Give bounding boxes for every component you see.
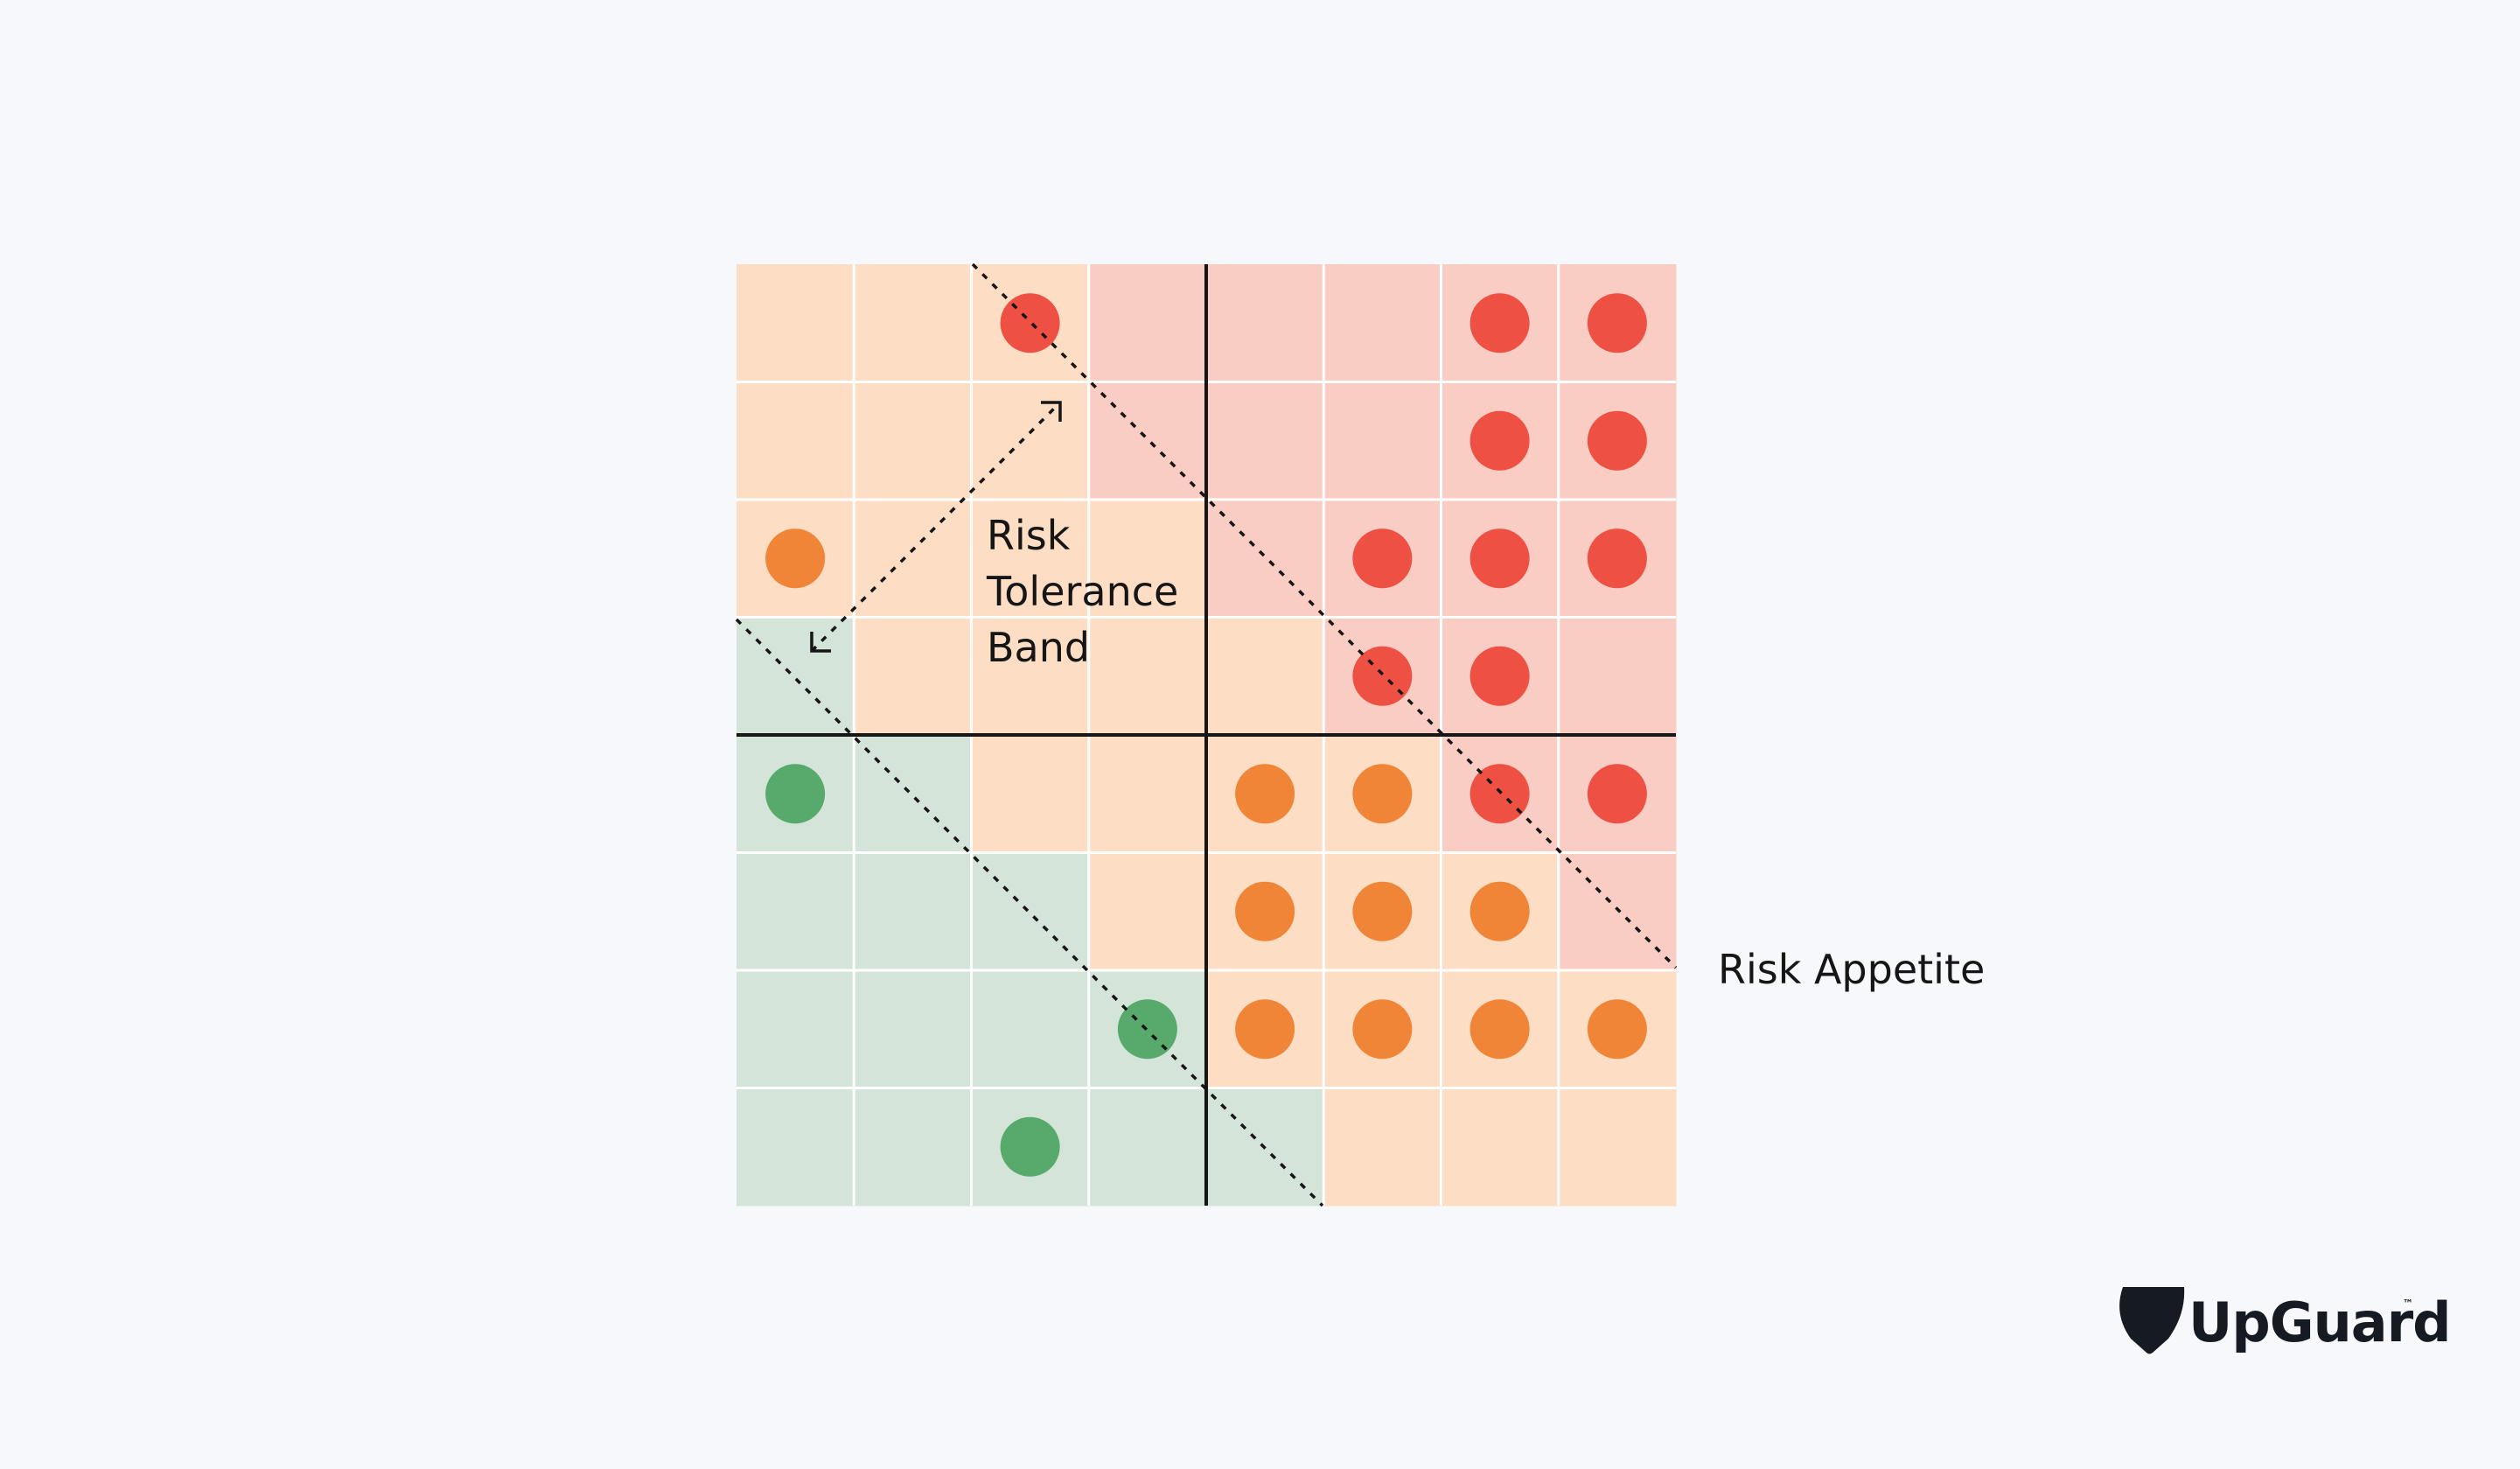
orange-zone-cell	[1558, 1088, 1677, 1207]
orange-zone-cell	[971, 735, 1090, 853]
brand-name: UpGuard	[2188, 1291, 2451, 1354]
green-zone-cell	[736, 1088, 855, 1207]
orange-risk-dot	[1235, 999, 1295, 1060]
red-risk-dot	[1000, 293, 1060, 353]
orange-zone-cell	[1088, 617, 1207, 736]
center-axes	[736, 264, 1676, 1206]
tolerance-band-label: Risk Tolerance Band	[986, 512, 1191, 671]
red-zone-cell	[1323, 264, 1441, 382]
green-zone-cell	[1088, 1088, 1207, 1207]
risk-zone-cells	[736, 264, 1677, 1207]
green-zone-cell	[971, 852, 1090, 971]
red-zone-cell	[1206, 264, 1324, 382]
green-zone-cell	[971, 970, 1090, 1088]
red-zone-cell	[1558, 852, 1677, 971]
red-risk-dot	[1587, 410, 1647, 471]
green-zone-cell	[854, 1088, 972, 1207]
double-headed-arrow-icon	[810, 401, 1062, 653]
tolerance-band-label-line-3: Band	[987, 624, 1090, 671]
orange-zone-cell	[854, 617, 972, 736]
tolerance-band-label-line-2: Tolerance	[986, 568, 1178, 615]
green-zone-cell	[854, 852, 972, 971]
red-zone-cell	[1323, 381, 1441, 500]
orange-risk-dot	[1235, 764, 1295, 824]
red-risk-dot	[1469, 293, 1530, 353]
orange-risk-dot	[1235, 881, 1295, 941]
guitar-pick-shield-icon	[2119, 1287, 2185, 1354]
red-risk-dot	[1469, 646, 1530, 706]
orange-zone-cell	[1206, 617, 1324, 736]
orange-zone-cell	[854, 500, 972, 618]
green-zone-cell	[854, 735, 972, 853]
upguard-logo: UpGuard ™	[2119, 1287, 2452, 1354]
orange-risk-dot	[765, 528, 826, 589]
red-zone-cell	[1206, 381, 1324, 500]
orange-risk-dot	[1352, 999, 1413, 1060]
red-risk-dot	[1587, 293, 1647, 353]
orange-zone-cell	[1088, 500, 1207, 618]
red-risk-dot	[1469, 528, 1530, 589]
orange-risk-dot	[1587, 999, 1647, 1060]
green-zone-cell	[736, 970, 855, 1088]
green-risk-dot	[1117, 999, 1177, 1060]
red-risk-dot	[1469, 764, 1530, 824]
green-zone-cell	[736, 617, 855, 736]
orange-zone-cell	[1088, 735, 1207, 853]
orange-risk-dot	[1352, 881, 1413, 941]
red-risk-dot	[1352, 528, 1413, 589]
red-zone-cell	[1088, 264, 1207, 382]
orange-zone-cell	[1088, 852, 1207, 971]
red-zone-cell	[1558, 617, 1677, 736]
orange-risk-dot	[1469, 999, 1530, 1060]
orange-zone-cell	[971, 500, 1090, 618]
orange-risk-dot	[1352, 764, 1413, 824]
orange-zone-cell	[1323, 1088, 1441, 1207]
green-zone-cell	[736, 852, 855, 971]
orange-zone-cell	[736, 381, 855, 500]
orange-zone-cell	[971, 381, 1090, 500]
brand-trademark: ™	[2403, 1298, 2413, 1310]
red-risk-dot	[1587, 528, 1647, 589]
orange-zone-cell	[1441, 1088, 1560, 1207]
green-zone-cell	[854, 970, 972, 1088]
red-risk-dot	[1587, 764, 1647, 824]
green-risk-dot	[1000, 1116, 1060, 1177]
orange-zone-cell	[971, 617, 1090, 736]
tolerance-band-label-line-1: Risk	[987, 512, 1071, 559]
red-risk-dot	[1469, 410, 1530, 471]
risk-tolerance-lower-line	[735, 618, 1324, 1207]
orange-zone-cell	[854, 264, 972, 382]
risk-appetite-line	[971, 262, 1678, 969]
red-zone-cell	[1088, 381, 1207, 500]
red-zone-cell	[1206, 500, 1324, 618]
orange-risk-dot	[1469, 881, 1530, 941]
green-risk-dot	[765, 764, 826, 824]
orange-zone-cell	[854, 381, 972, 500]
orange-zone-cell	[736, 264, 855, 382]
risk-appetite-label: Risk Appetite	[1718, 946, 1985, 993]
